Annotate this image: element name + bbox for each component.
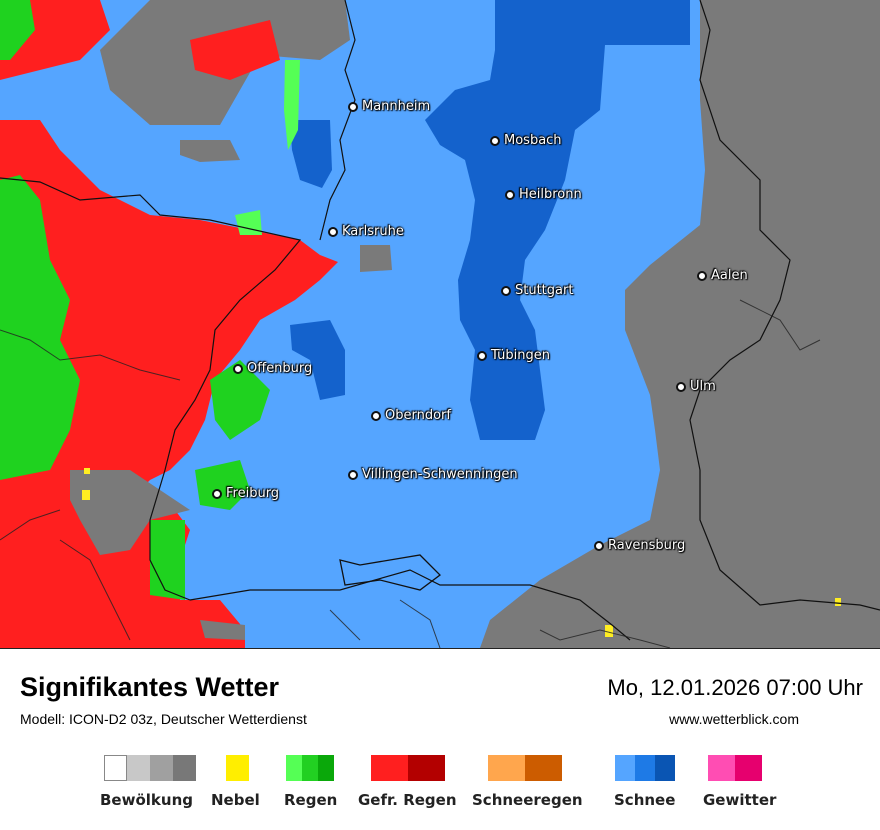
city-ulm[interactable]: Ulm (676, 379, 716, 394)
legend-label-cloud: Bewölkung (100, 791, 193, 809)
city-label: Ravensburg (608, 538, 686, 553)
city-marker-icon (477, 350, 487, 361)
city-marker-icon (594, 540, 604, 551)
city-marker-icon (328, 226, 338, 237)
city-marker-icon (490, 135, 500, 146)
city-label: Offenburg (247, 361, 313, 376)
city-marker-icon (212, 488, 222, 499)
legend-label-snow: Schnee (614, 791, 676, 809)
city-label: Ulm (690, 379, 716, 394)
city-ravensburg[interactable]: Ravensburg (594, 538, 685, 553)
city-marker-icon (348, 101, 358, 112)
legend-swatch-sleet (488, 755, 562, 781)
precipitation-layer (0, 0, 880, 648)
city-label: Mosbach (504, 133, 562, 148)
city-tuebingen[interactable]: Tübingen (477, 348, 550, 363)
city-marker-icon (697, 270, 707, 281)
city-mannheim[interactable]: Mannheim (348, 99, 430, 114)
city-label: Tübingen (491, 348, 550, 363)
legend-swatch-fog (226, 755, 249, 781)
snow-heavy-east (425, 0, 690, 440)
city-stuttgart[interactable]: Stuttgart (501, 283, 573, 298)
city-label: Villingen-Schwenningen (362, 467, 518, 482)
city-oberndorf[interactable]: Oberndorf (371, 408, 451, 423)
city-marker-icon (348, 469, 358, 480)
legend-label-thunderstorm: Gewitter (703, 791, 777, 809)
city-freiburg[interactable]: Freiburg (212, 486, 279, 501)
city-marker-icon (505, 189, 515, 200)
city-villingen-schwenningen[interactable]: Villingen-Schwenningen (348, 467, 518, 482)
city-marker-icon (676, 381, 686, 392)
model-source: Modell: ICON-D2 03z, Deutscher Wetterdie… (20, 711, 307, 727)
city-marker-icon (371, 410, 381, 421)
legend-swatch-thunderstorm (708, 755, 762, 781)
city-label: Oberndorf (385, 408, 451, 423)
map-footer (0, 649, 880, 830)
legend-swatch-rain (286, 755, 334, 781)
forecast-datetime: Mo, 12.01.2026 07:00 Uhr (607, 675, 863, 700)
city-marker-icon (501, 285, 511, 296)
city-label: Karlsruhe (342, 224, 404, 239)
legend-label-rain: Regen (284, 791, 338, 809)
legend-label-fog: Nebel (211, 791, 260, 809)
legend-swatch-cloud (104, 755, 196, 781)
legend-label-sleet: Schneeregen (472, 791, 583, 809)
rain-area-west (0, 175, 80, 480)
city-mosbach[interactable]: Mosbach (490, 133, 562, 148)
city-marker-icon (233, 363, 243, 374)
city-label: Stuttgart (515, 283, 574, 298)
map-title: Signifikantes Wetter (20, 672, 280, 702)
weather-map: Mannheim Mosbach Heilbronn Karlsruhe Aal… (0, 0, 880, 649)
city-heilbronn[interactable]: Heilbronn (505, 187, 582, 202)
city-label: Aalen (711, 268, 748, 283)
legend-swatch-snow (615, 755, 675, 781)
legend-swatch-freezing-rain (371, 755, 445, 781)
city-label: Freiburg (226, 486, 280, 501)
city-label: Heilbronn (519, 187, 582, 202)
city-offenburg[interactable]: Offenburg (233, 361, 312, 376)
city-label: Mannheim (362, 99, 431, 114)
city-karlsruhe[interactable]: Karlsruhe (328, 224, 404, 239)
cloud-area-east (480, 0, 880, 648)
legend-label-freezing-rain: Gefr. Regen (358, 791, 457, 809)
city-aalen[interactable]: Aalen (697, 268, 748, 283)
website-link[interactable]: www.wetterblick.com (669, 711, 799, 727)
